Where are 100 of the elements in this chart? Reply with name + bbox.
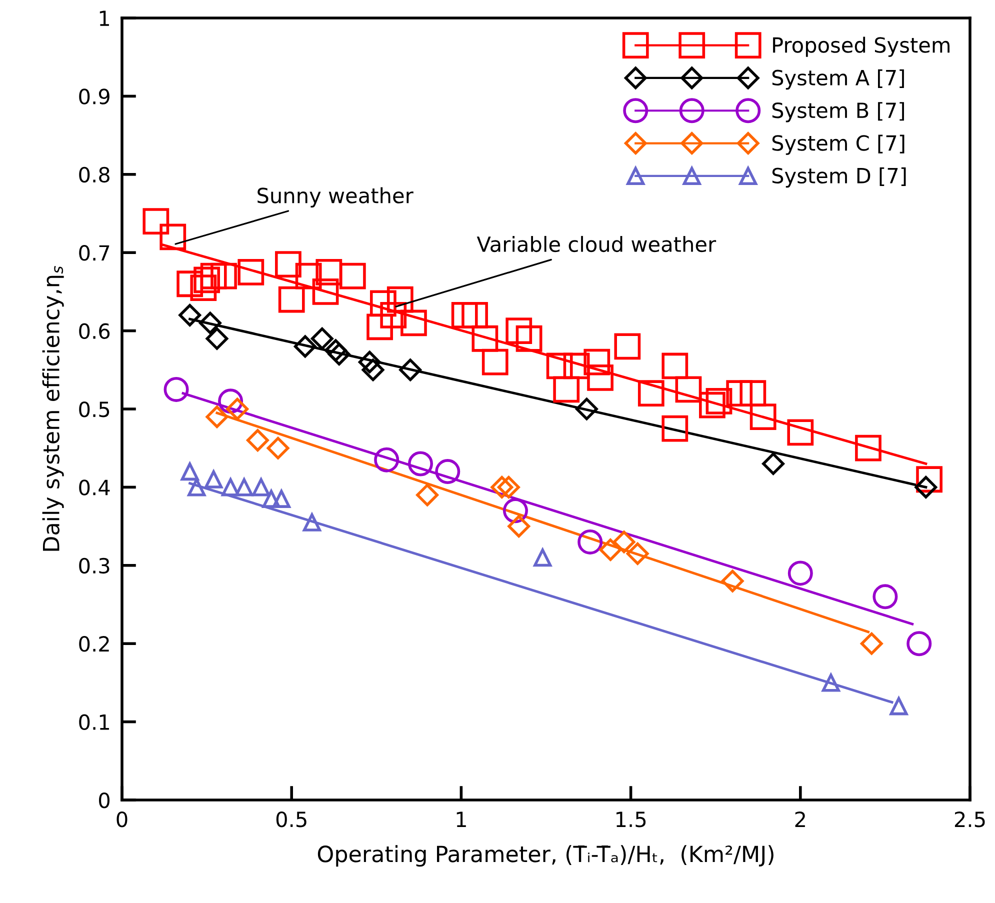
point xyxy=(190,274,217,301)
annotation: Variable cloud weather xyxy=(476,236,716,252)
point xyxy=(380,302,407,328)
point xyxy=(726,380,753,407)
y-tick-label: 0.1 xyxy=(79,714,109,730)
point xyxy=(822,674,840,692)
legend-label: System A [7] xyxy=(772,69,904,90)
point xyxy=(302,513,321,532)
point xyxy=(295,262,322,290)
point xyxy=(408,451,433,476)
point xyxy=(266,436,290,460)
point xyxy=(328,343,350,366)
point xyxy=(506,318,532,344)
point xyxy=(638,380,664,407)
y-tick-label: 0.9 xyxy=(79,88,110,104)
y-tick-label: 0.3 xyxy=(79,558,110,574)
point xyxy=(626,542,649,565)
point xyxy=(706,388,732,414)
x-tick-label: 0 xyxy=(116,811,128,828)
x-axis-title: Operating Parameter, (T̄ᵢ-T̄ₐ)/Hₜ, (Km²/MJ) xyxy=(318,845,774,867)
point xyxy=(563,352,590,380)
point xyxy=(235,478,254,496)
point xyxy=(699,392,726,418)
point xyxy=(262,490,280,508)
point xyxy=(662,352,688,380)
point xyxy=(435,459,460,484)
point xyxy=(316,258,342,286)
point xyxy=(416,484,438,506)
point xyxy=(226,398,249,420)
y-axis-title: Daily system efficiency,η$_{s}$ xyxy=(42,266,64,551)
point xyxy=(310,327,334,350)
point xyxy=(358,350,381,374)
legend-label: Proposed System xyxy=(773,36,950,57)
legend-label: System D [7] xyxy=(772,167,906,188)
y-tick-label: 0.8 xyxy=(79,166,110,183)
point xyxy=(206,327,228,350)
point xyxy=(194,266,220,294)
point xyxy=(142,208,170,235)
point xyxy=(204,470,223,488)
point xyxy=(599,538,622,561)
point xyxy=(206,406,228,428)
point xyxy=(788,560,813,586)
point xyxy=(339,262,366,290)
point xyxy=(575,398,598,420)
x-tick-label: 2.5 xyxy=(954,811,985,828)
point xyxy=(612,530,636,554)
point xyxy=(278,286,305,313)
point xyxy=(906,631,932,656)
annotation: Sunny weather xyxy=(258,187,414,208)
point xyxy=(238,258,264,286)
x-tick-label: 2 xyxy=(795,811,805,827)
y-tick-label: 0.4 xyxy=(79,480,110,496)
point xyxy=(721,570,744,592)
point xyxy=(740,380,766,407)
point xyxy=(451,302,478,328)
point xyxy=(750,404,776,430)
point xyxy=(386,286,414,313)
point xyxy=(252,478,270,496)
point xyxy=(366,314,393,340)
point xyxy=(546,352,573,380)
point xyxy=(400,310,427,336)
point xyxy=(462,302,488,328)
point xyxy=(584,348,610,376)
point xyxy=(176,270,204,298)
point xyxy=(324,339,347,362)
point xyxy=(160,224,186,250)
point xyxy=(178,304,202,326)
point xyxy=(490,476,514,498)
y-tick-label: 0 xyxy=(99,792,110,808)
y-tick-label: 0.7 xyxy=(79,245,110,261)
point xyxy=(246,429,269,452)
point xyxy=(312,278,339,305)
point xyxy=(614,333,641,360)
point xyxy=(472,325,498,352)
x-tick-label: 0.5 xyxy=(276,811,306,828)
point xyxy=(508,515,530,538)
y-tick-label: 0.2 xyxy=(79,636,109,652)
point xyxy=(275,251,302,278)
point xyxy=(362,358,384,382)
x-tick-label: 1.5 xyxy=(616,812,646,828)
y-tick-label: 1 xyxy=(100,10,109,26)
point xyxy=(399,358,422,382)
legend-label: System B [7] xyxy=(772,102,904,122)
point xyxy=(662,415,688,442)
x-tick-label: 1 xyxy=(456,812,466,827)
point xyxy=(294,335,316,358)
y-tick-label: 0.5 xyxy=(79,401,110,418)
point xyxy=(872,584,898,610)
point xyxy=(222,478,240,496)
point xyxy=(497,476,520,498)
point xyxy=(534,548,552,567)
point xyxy=(890,697,908,716)
point xyxy=(553,376,580,403)
point xyxy=(180,462,199,481)
point xyxy=(787,419,814,446)
point xyxy=(855,434,882,462)
point xyxy=(374,447,400,472)
point xyxy=(516,325,542,352)
point xyxy=(210,262,237,290)
y-tick-label: 0.6 xyxy=(79,323,110,340)
